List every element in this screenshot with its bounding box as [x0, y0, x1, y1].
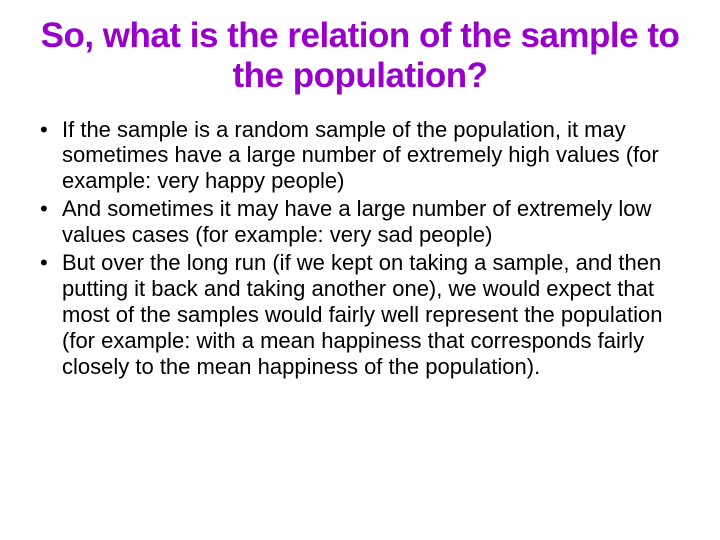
bullet-item: And sometimes it may have a large number… — [36, 196, 690, 248]
bullet-item: If the sample is a random sample of the … — [36, 117, 690, 195]
slide-title: So, what is the relation of the sample t… — [30, 16, 690, 97]
bullet-list: If the sample is a random sample of the … — [30, 117, 690, 381]
bullet-item: But over the long run (if we kept on tak… — [36, 250, 690, 380]
slide-container: So, what is the relation of the sample t… — [0, 0, 720, 540]
